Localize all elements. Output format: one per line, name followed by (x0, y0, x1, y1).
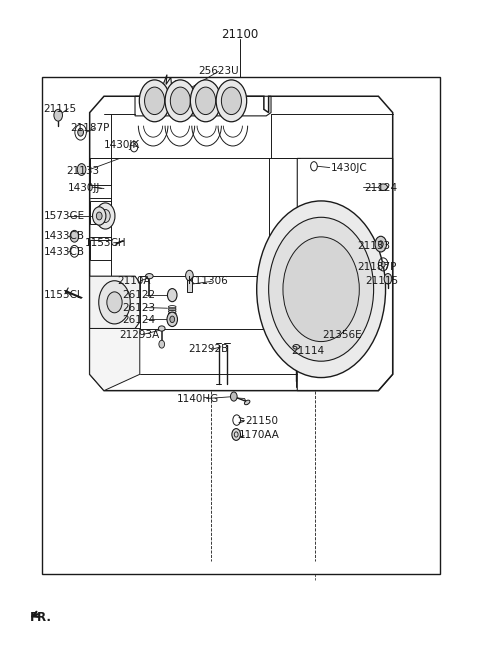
Text: 1430JJ: 1430JJ (68, 183, 101, 194)
Text: 26124: 26124 (122, 315, 155, 325)
Bar (90, 158, 111, 185)
Circle shape (232, 428, 240, 440)
Circle shape (107, 292, 122, 313)
Polygon shape (90, 328, 140, 391)
Circle shape (54, 109, 62, 121)
Text: 21133: 21133 (66, 166, 99, 177)
Text: 1430JK: 1430JK (104, 141, 140, 150)
Text: 25623U: 25623U (198, 66, 239, 76)
Text: 1170AA: 1170AA (239, 430, 279, 440)
Text: 26122: 26122 (122, 290, 155, 300)
Circle shape (78, 128, 84, 136)
Circle shape (144, 87, 165, 114)
Text: 1573GE: 1573GE (43, 211, 84, 221)
Circle shape (381, 261, 385, 267)
Text: 21187P: 21187P (71, 124, 110, 133)
Circle shape (216, 80, 247, 122)
Ellipse shape (158, 326, 165, 331)
Circle shape (269, 217, 373, 361)
Circle shape (101, 210, 110, 223)
Text: 21150: 21150 (245, 417, 278, 426)
Text: 21293A: 21293A (119, 330, 159, 340)
Text: 21292B: 21292B (189, 344, 228, 354)
Text: FR.: FR. (30, 611, 52, 624)
Circle shape (170, 316, 175, 323)
Bar (42, 77, 441, 574)
Ellipse shape (293, 344, 300, 349)
Polygon shape (90, 276, 140, 328)
Circle shape (139, 80, 170, 122)
Text: 26123: 26123 (122, 303, 155, 313)
Ellipse shape (244, 400, 250, 405)
Ellipse shape (145, 273, 153, 279)
Circle shape (283, 237, 360, 342)
Text: 21114: 21114 (291, 346, 324, 355)
Text: 1433CB: 1433CB (43, 231, 84, 241)
Circle shape (168, 288, 177, 302)
Circle shape (96, 212, 102, 220)
Circle shape (70, 231, 79, 242)
Bar (90, 240, 111, 260)
Bar (187, 275, 192, 292)
Text: 21115: 21115 (365, 277, 398, 286)
Circle shape (186, 270, 193, 281)
Circle shape (159, 340, 165, 348)
Circle shape (230, 392, 237, 401)
Text: 21187P: 21187P (357, 262, 396, 272)
Text: 21124: 21124 (364, 183, 397, 194)
Circle shape (221, 87, 241, 114)
Circle shape (196, 87, 216, 114)
Bar (90, 201, 111, 224)
Text: K11306: K11306 (188, 277, 227, 286)
Circle shape (77, 164, 86, 175)
Text: 1140HG: 1140HG (177, 394, 219, 404)
Circle shape (378, 241, 383, 248)
Text: 1433CB: 1433CB (43, 247, 84, 257)
Text: 2110A: 2110A (117, 277, 150, 286)
Circle shape (165, 80, 196, 122)
Circle shape (170, 87, 191, 114)
Circle shape (99, 281, 130, 324)
Circle shape (257, 201, 385, 378)
Text: 21356E: 21356E (322, 330, 362, 340)
Text: 21100: 21100 (221, 28, 259, 41)
Text: 21133: 21133 (357, 241, 390, 251)
Circle shape (375, 237, 386, 252)
Text: 1153CL: 1153CL (43, 290, 83, 300)
Ellipse shape (379, 184, 387, 191)
Circle shape (167, 312, 178, 327)
Circle shape (96, 203, 115, 229)
Circle shape (93, 207, 106, 225)
Text: 1430JC: 1430JC (331, 163, 367, 173)
Circle shape (191, 80, 221, 122)
Text: 21115: 21115 (43, 104, 76, 114)
Text: 1153CH: 1153CH (85, 238, 127, 248)
Polygon shape (164, 75, 202, 101)
Circle shape (384, 273, 392, 284)
